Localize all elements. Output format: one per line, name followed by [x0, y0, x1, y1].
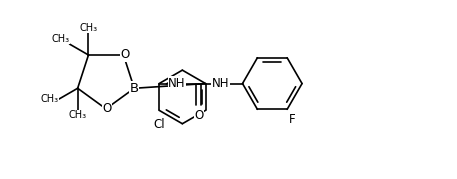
- Text: F: F: [289, 113, 296, 126]
- Text: NH: NH: [212, 77, 229, 90]
- Text: CH₃: CH₃: [69, 110, 87, 120]
- Text: CH₃: CH₃: [52, 34, 69, 44]
- Text: O: O: [121, 49, 130, 62]
- Text: NH: NH: [168, 77, 186, 90]
- Text: CH₃: CH₃: [80, 23, 97, 33]
- Text: CH₃: CH₃: [41, 94, 59, 104]
- Text: B: B: [130, 82, 139, 95]
- Text: O: O: [102, 102, 112, 115]
- Text: Cl: Cl: [154, 118, 165, 131]
- Text: O: O: [194, 109, 203, 122]
